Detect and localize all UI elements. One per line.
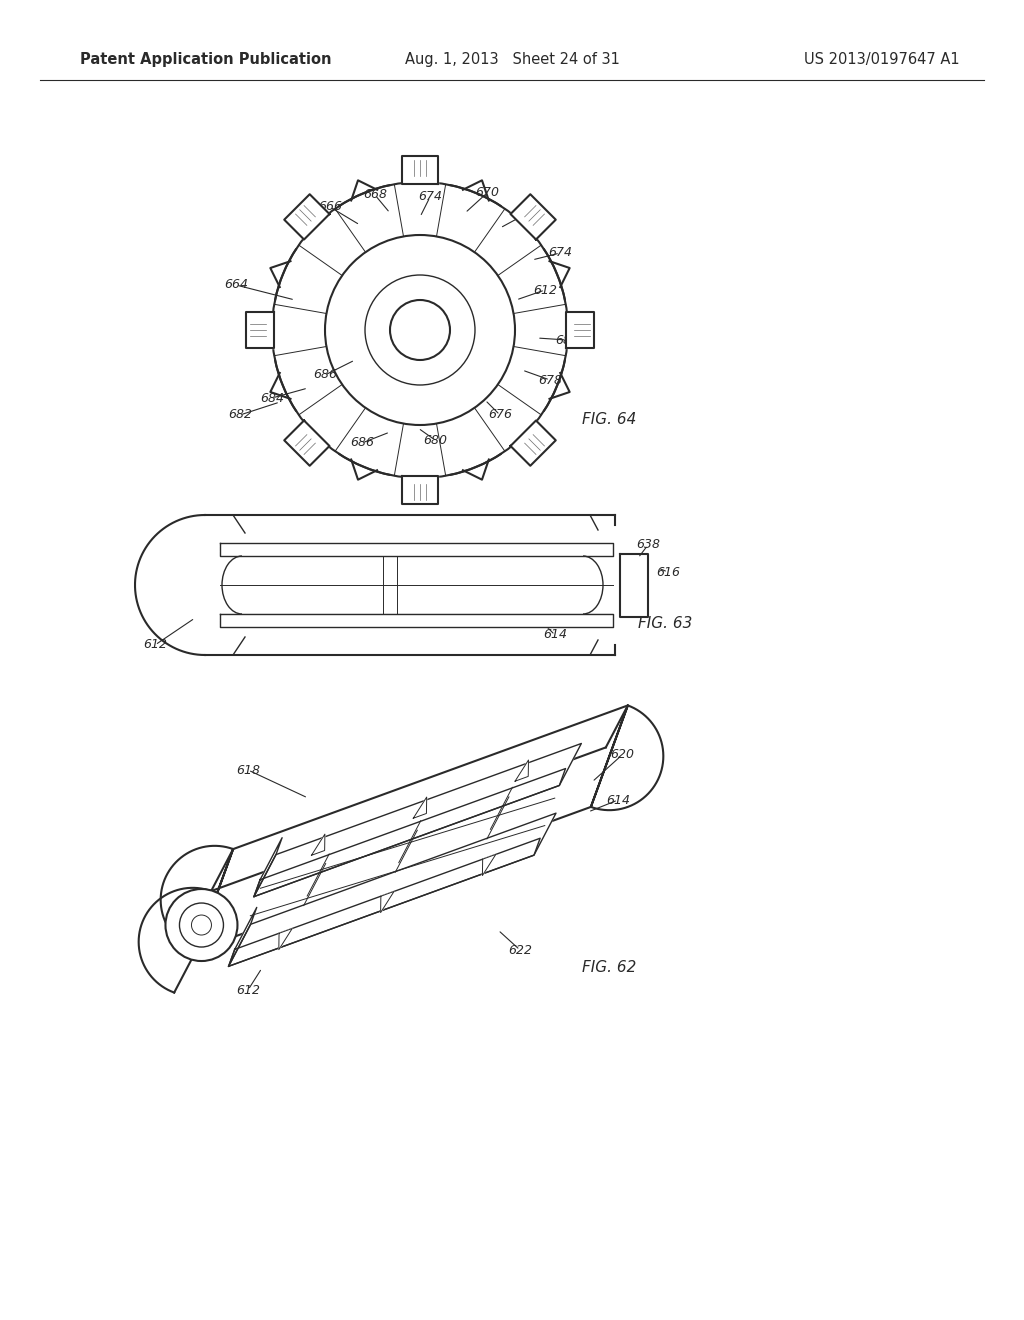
Text: 668: 668 [362, 189, 387, 202]
Polygon shape [311, 834, 325, 855]
Polygon shape [220, 614, 613, 627]
Polygon shape [246, 312, 274, 348]
Text: 676: 676 [488, 408, 512, 421]
Polygon shape [482, 854, 496, 875]
Text: 614: 614 [606, 793, 630, 807]
Polygon shape [228, 813, 556, 966]
Text: 670: 670 [475, 186, 499, 199]
Text: 664: 664 [224, 279, 248, 292]
Text: 612: 612 [534, 284, 557, 297]
Polygon shape [254, 838, 282, 896]
Text: 680: 680 [555, 334, 579, 346]
Text: 674: 674 [548, 247, 572, 260]
Circle shape [272, 182, 568, 478]
Text: Patent Application Publication: Patent Application Publication [80, 51, 332, 67]
Polygon shape [161, 705, 664, 950]
Text: Aug. 1, 2013   Sheet 24 of 31: Aug. 1, 2013 Sheet 24 of 31 [404, 51, 620, 67]
Polygon shape [515, 760, 528, 781]
Text: 612: 612 [236, 983, 260, 997]
Polygon shape [381, 891, 394, 912]
Polygon shape [254, 743, 582, 896]
Polygon shape [511, 421, 556, 466]
Polygon shape [285, 194, 330, 239]
Text: 638: 638 [636, 539, 660, 552]
Polygon shape [566, 312, 594, 348]
Text: 674: 674 [418, 190, 442, 203]
Polygon shape [220, 543, 613, 556]
Polygon shape [414, 797, 427, 818]
Text: 618: 618 [236, 763, 260, 776]
Circle shape [325, 235, 515, 425]
Polygon shape [254, 768, 565, 896]
Text: 682: 682 [228, 408, 252, 421]
Text: 684: 684 [260, 392, 284, 404]
Text: 622: 622 [508, 944, 532, 957]
Text: FIG. 62: FIG. 62 [582, 961, 636, 975]
Text: 620: 620 [610, 748, 634, 762]
Polygon shape [402, 477, 438, 504]
Text: 680: 680 [423, 433, 447, 446]
Text: US 2013/0197647 A1: US 2013/0197647 A1 [805, 51, 961, 67]
Circle shape [166, 890, 238, 961]
Text: 666: 666 [318, 201, 342, 214]
Text: 686: 686 [350, 437, 374, 450]
Text: FIG. 63: FIG. 63 [638, 615, 692, 631]
Circle shape [179, 903, 223, 946]
Polygon shape [279, 928, 292, 949]
Text: 616: 616 [656, 565, 680, 578]
Text: 612: 612 [143, 639, 167, 652]
Polygon shape [228, 838, 540, 966]
Polygon shape [511, 194, 556, 239]
Polygon shape [402, 156, 438, 183]
Polygon shape [228, 907, 257, 966]
Text: 614: 614 [543, 628, 567, 642]
Text: 678: 678 [538, 374, 562, 387]
Polygon shape [285, 421, 330, 466]
Text: 686: 686 [313, 368, 337, 381]
Text: FIG. 64: FIG. 64 [582, 412, 636, 428]
Text: 672: 672 [512, 209, 536, 222]
